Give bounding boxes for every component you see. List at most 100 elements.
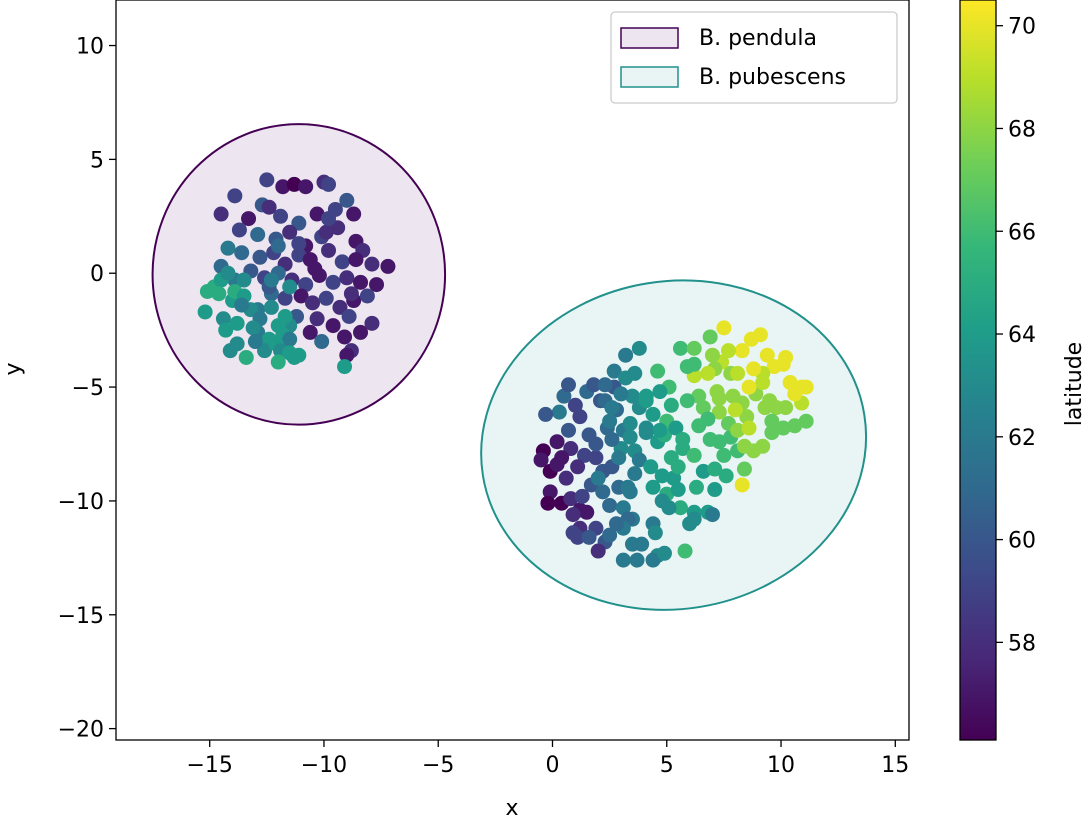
data-point: [668, 420, 684, 436]
data-point: [787, 418, 803, 434]
data-point: [346, 206, 362, 222]
data-point: [590, 470, 606, 486]
data-point: [277, 308, 293, 324]
data-point: [615, 500, 631, 516]
data-point: [220, 240, 236, 256]
data-point: [704, 347, 720, 363]
data-point: [556, 388, 572, 404]
data-point: [716, 320, 732, 336]
data-point: [321, 242, 337, 258]
data-point: [570, 459, 586, 475]
y-tick-label: −10: [58, 490, 104, 515]
colorbar-tick-label: 62: [1008, 426, 1036, 451]
data-point: [755, 375, 771, 391]
data-point: [321, 176, 337, 192]
data-point: [663, 397, 679, 413]
data-point: [686, 511, 702, 527]
y-tick-label: −15: [58, 604, 104, 629]
data-point: [286, 176, 302, 192]
data-point: [764, 425, 780, 441]
y-tick-label: −5: [72, 376, 104, 401]
data-point: [314, 334, 330, 350]
data-point: [252, 249, 268, 265]
data-point: [213, 206, 229, 222]
data-point: [597, 377, 613, 393]
data-point: [197, 304, 213, 320]
data-point: [298, 277, 314, 293]
data-point: [309, 311, 325, 327]
data-point: [778, 400, 794, 416]
data-point: [631, 452, 647, 468]
data-point: [259, 172, 275, 188]
data-point: [277, 290, 293, 306]
data-point: [241, 211, 257, 227]
legend-label-b-pendula: B. pendula: [699, 26, 817, 51]
data-point: [282, 279, 298, 295]
data-point: [704, 507, 720, 523]
data-point: [341, 308, 357, 324]
data-point: [634, 536, 650, 552]
data-point: [739, 409, 755, 425]
data-point: [567, 397, 583, 413]
data-point: [622, 416, 638, 432]
data-point: [560, 422, 576, 438]
data-point: [309, 206, 325, 222]
data-point: [311, 268, 327, 284]
data-point: [688, 479, 704, 495]
data-point: [250, 227, 266, 243]
data-point: [364, 315, 380, 331]
data-point: [353, 274, 369, 290]
data-point: [611, 450, 627, 466]
data-point: [245, 320, 261, 336]
data-point: [716, 447, 732, 463]
data-point: [736, 461, 752, 477]
data-point: [549, 434, 565, 450]
data-point: [330, 220, 346, 236]
data-point: [734, 343, 750, 359]
data-point: [560, 377, 576, 393]
data-point: [631, 340, 647, 356]
y-tick-label: 10: [76, 35, 104, 60]
data-point: [654, 468, 670, 484]
data-point: [321, 211, 337, 227]
data-point: [618, 347, 634, 363]
data-point: [766, 359, 782, 375]
data-point: [554, 450, 570, 466]
data-point: [227, 188, 243, 204]
data-point: [263, 272, 279, 288]
data-point: [720, 343, 736, 359]
data-point: [711, 390, 727, 406]
data-point: [604, 431, 620, 447]
legend-label-b-pubescens: B. pubescens: [699, 65, 846, 90]
data-point: [691, 388, 707, 404]
data-point: [588, 436, 604, 452]
legend-swatch-b-pubescens: [620, 66, 679, 88]
legend-box: [610, 11, 898, 104]
data-point: [579, 504, 595, 520]
data-point: [359, 288, 375, 304]
data-point: [551, 404, 567, 420]
data-point: [234, 297, 250, 313]
colorbar-tick-label: 58: [1008, 631, 1036, 656]
data-point: [318, 224, 334, 240]
data-point: [291, 247, 307, 263]
data-point: [565, 507, 581, 523]
data-point: [291, 347, 307, 363]
data-point: [730, 422, 746, 438]
data-point: [743, 331, 759, 347]
x-axis: −15 −10 −5 0 5 10 15: [186, 740, 909, 778]
data-point: [613, 386, 629, 402]
data-point: [734, 477, 750, 493]
data-point: [270, 354, 286, 370]
data-point: [702, 329, 718, 345]
x-tick-label: 5: [660, 753, 674, 778]
data-point: [677, 543, 693, 559]
data-point: [538, 406, 554, 422]
data-point: [672, 340, 688, 356]
ellipse-b-pendula: [151, 123, 447, 426]
data-point: [540, 495, 556, 511]
data-point: [302, 252, 318, 268]
data-point: [727, 402, 743, 418]
data-point: [686, 340, 702, 356]
